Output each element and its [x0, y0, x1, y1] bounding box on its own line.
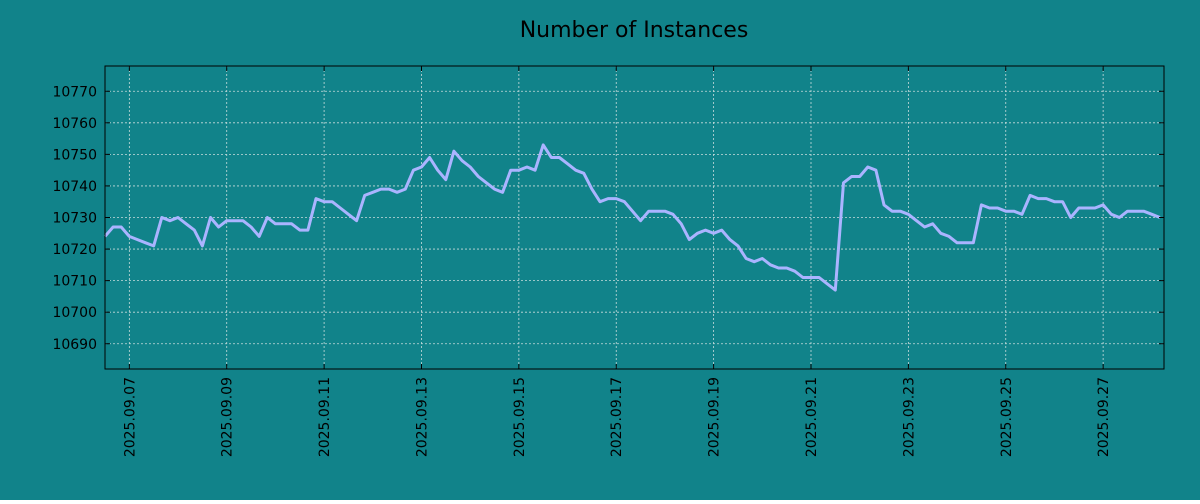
x-tick-label: 2025.09.23	[901, 377, 917, 457]
x-tick-label: 2025.09.13	[414, 377, 430, 457]
y-tick-label: 10710	[52, 274, 97, 290]
y-axis-ticks: 10690 10700 10710 10720 10730 10740 10750 10760…	[52, 84, 1164, 353]
y-tick-label: 10720	[52, 242, 97, 258]
grid-lines	[105, 66, 1164, 369]
y-tick-label: 10740	[52, 179, 97, 195]
y-tick-label: 10760	[52, 116, 97, 132]
x-tick-label: 2025.09.07	[122, 377, 138, 457]
x-axis-ticks: 2025.09.07 2025.09.09 2025.09.11 2025.09.13…	[122, 66, 1112, 457]
y-tick-label: 10770	[52, 84, 97, 100]
x-tick-label: 2025.09.11	[317, 377, 333, 457]
x-tick-label: 2025.09.21	[804, 377, 820, 457]
series-layer	[103, 143, 1161, 292]
x-tick-label: 2025.09.15	[512, 377, 528, 457]
series-line	[103, 143, 1161, 292]
x-tick-label: 2025.09.25	[999, 377, 1015, 457]
x-tick-label: 2025.09.09	[220, 377, 236, 457]
y-tick-label: 10730	[52, 211, 97, 227]
x-tick-label: 2025.09.19	[707, 377, 723, 457]
x-tick-label: 2025.09.27	[1096, 377, 1112, 457]
y-tick-label: 10700	[52, 305, 97, 321]
x-tick-label: 2025.09.17	[609, 377, 625, 457]
y-tick-label: 10750	[52, 147, 97, 163]
chart-title: Number of Instances	[520, 18, 749, 43]
y-tick-label: 10690	[52, 337, 97, 353]
